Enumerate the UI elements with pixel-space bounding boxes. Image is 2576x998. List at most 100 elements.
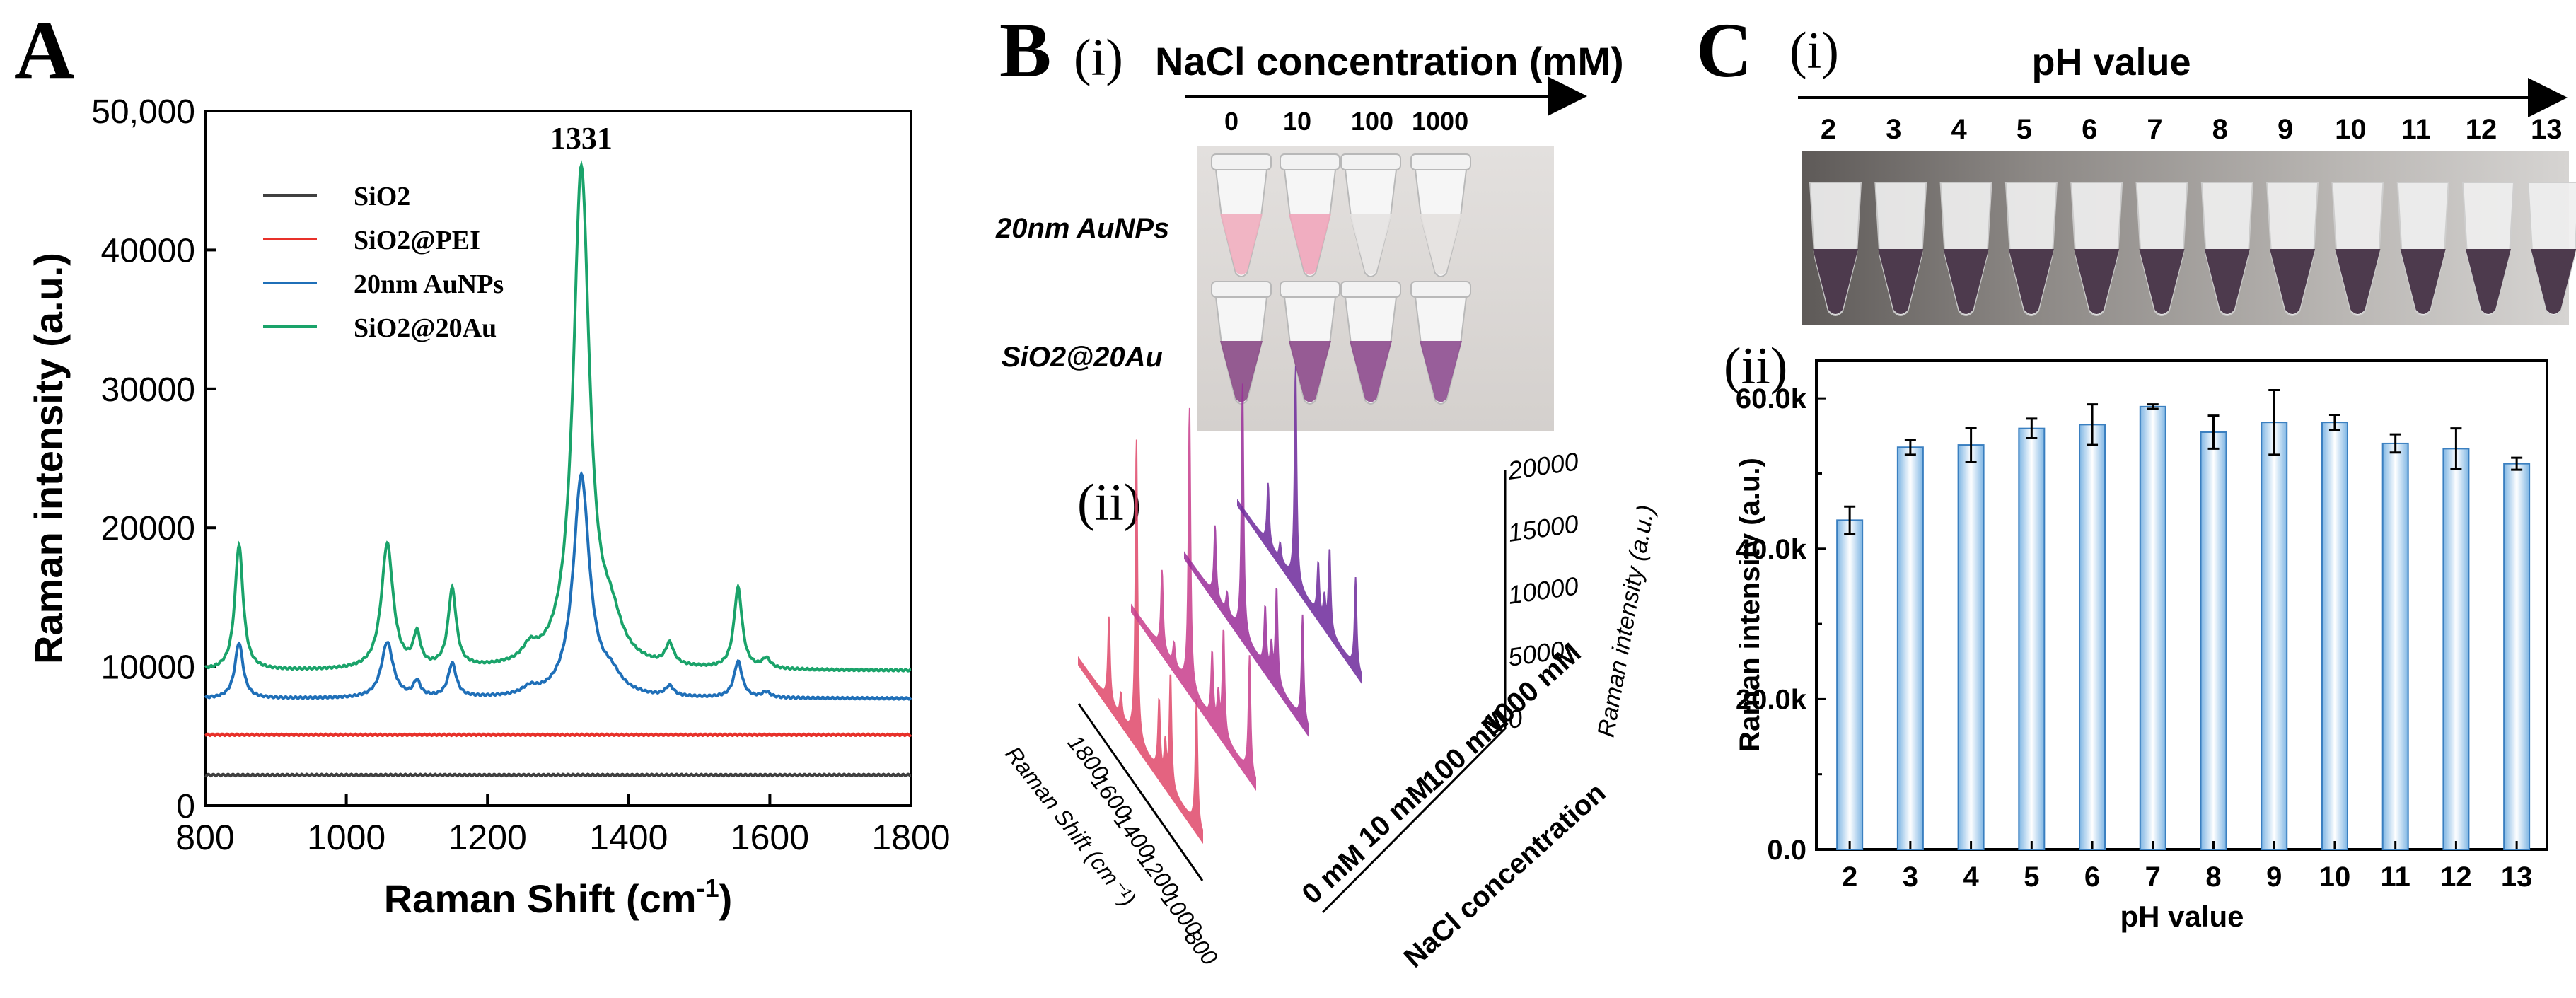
ph-tube-liquid	[2270, 249, 2316, 314]
waterfall-series-2	[1184, 383, 1309, 738]
tube-cap	[1211, 153, 1272, 170]
tube-cap	[1410, 153, 1471, 170]
raman-spectra-chart: 800 1000 1200 1400 1600 1800 0 10000 20000 30000 4…	[26, 93, 951, 921]
bar-ph-5	[2018, 427, 2046, 850]
ph-tube-liquid	[2074, 249, 2120, 314]
panel-c-letter: C	[1696, 7, 1752, 93]
c-x-tick-label: 5	[2024, 861, 2039, 893]
ph-label: 6	[2082, 114, 2097, 145]
bar-ph-8	[2200, 431, 2227, 850]
waterfall-z-tick: 10000	[1506, 571, 1580, 610]
c-x-tick-label: 7	[2145, 861, 2161, 893]
series-line-0	[204, 772, 912, 778]
ph-tube-liquid	[1943, 249, 1989, 314]
tube-cap	[1280, 153, 1340, 170]
bar-ph-6	[2079, 424, 2106, 850]
tube-liquid	[1350, 341, 1392, 402]
y-tick-label: 30000	[101, 371, 195, 409]
ph-tube-liquid	[2400, 249, 2446, 314]
ph-label: 3	[1886, 114, 1901, 145]
tube-liquid	[1289, 214, 1331, 275]
row-label-aunps: 20nm AuNPs	[995, 213, 1169, 244]
c-x-tick-label: 2	[1842, 861, 1857, 893]
ph-label: 4	[1951, 114, 1967, 145]
waterfall-shift-axis	[1077, 703, 1204, 881]
waterfall-y-label: NaCl concentration	[1398, 777, 1612, 974]
concentration-label: 100	[1351, 107, 1393, 136]
ph-tube-liquid	[2139, 249, 2185, 314]
y-tick-label: 0	[176, 788, 195, 825]
tube-cap	[1340, 281, 1401, 298]
nacl-tubes	[1211, 153, 1471, 405]
c-x-tick-label: 10	[2319, 861, 2351, 893]
c-x-tick-label: 12	[2440, 861, 2472, 893]
ph-tube-liquid	[2204, 249, 2250, 314]
y-tick-label: 20000	[101, 510, 195, 547]
ph-label: 13	[2531, 114, 2563, 145]
panel-b-letter: B	[999, 7, 1051, 93]
concentration-label: 0	[1224, 107, 1238, 136]
tube-liquid	[1350, 214, 1392, 275]
y-tick-label: 50,000	[91, 93, 195, 131]
tube-liquid	[1420, 214, 1462, 275]
c-x-tick-label: 3	[1903, 861, 1918, 893]
ph-label: 9	[2278, 114, 2293, 145]
waterfall-conc-axis	[1321, 727, 1507, 914]
waterfall-series-0	[1078, 439, 1203, 845]
bar-ph-13	[2503, 463, 2531, 850]
tube-cap	[1340, 153, 1401, 170]
x-tick-label: 1200	[448, 818, 527, 857]
nacl-title: NaCl concentration (mM)	[1155, 39, 1624, 83]
tube-cap	[1410, 281, 1471, 298]
ph-tube-liquid	[2008, 249, 2054, 314]
waterfall-series-1	[1131, 407, 1256, 791]
series-line-2	[204, 470, 912, 701]
panel-a-letter: A	[14, 4, 74, 96]
panel-c-ii-label: (ii)	[1724, 337, 1787, 395]
c-x-tick-label: 8	[2205, 861, 2221, 893]
y-tick-label: 40000	[101, 232, 195, 269]
waterfall-z-tick: 20000	[1505, 446, 1580, 485]
tube-liquid	[1420, 341, 1462, 402]
bar-ph-10	[2321, 422, 2348, 850]
bar-ph-12	[2442, 448, 2470, 850]
c-y-tick-label: 40.0k	[1736, 534, 1807, 565]
x-tick-label: 1000	[307, 818, 385, 857]
series-line-1	[204, 732, 912, 738]
bar-ph-9	[2261, 422, 2288, 850]
c-y-axis-label: Raman intensity (a.u.)	[1734, 458, 1765, 752]
tube-liquid	[1220, 341, 1263, 402]
bar-ph-11	[2381, 442, 2409, 850]
panel-c-i-label: (i)	[1789, 22, 1839, 80]
ph-label: 8	[2212, 114, 2228, 145]
tube-liquid	[1220, 214, 1263, 275]
concentration-label: 1000	[1412, 107, 1468, 136]
waterfall-z-label: Raman intensity (a.u.)	[1593, 503, 1660, 739]
x-axis-label: Raman Shift (cm-1)	[384, 874, 733, 921]
y-axis-label: Raman intensity (a.u.)	[26, 253, 71, 664]
ph-tube-liquid	[2335, 249, 2381, 314]
c-x-tick-label: 9	[2266, 861, 2282, 893]
ph-label: 7	[2147, 114, 2162, 145]
c-y-tick-label: 0.0	[1767, 835, 1806, 866]
ph-tube-liquid	[2531, 249, 2576, 314]
c-x-tick-label: 13	[2501, 861, 2533, 893]
c-y-tick-label: 60.0k	[1736, 383, 1807, 414]
series-line-3	[204, 160, 912, 673]
bar-ph-4	[1957, 444, 1985, 850]
bar-ph-7	[2139, 405, 2166, 850]
ph-tube-liquid	[2466, 249, 2511, 314]
panel-b-ii-label: (ii)	[1077, 474, 1141, 532]
x-tick-label: 800	[175, 818, 234, 857]
legend-label: SiO2	[354, 182, 410, 211]
ph-title: pH value	[2031, 41, 2191, 83]
ph-bar-chart: 2 3 4 5 6 7 8 9 10 11 12 13 0.0 20.0k 40.0k 60.0k Raman…	[1734, 359, 2548, 933]
ph-label: 5	[2017, 114, 2032, 145]
ph-tubes	[1809, 182, 2576, 316]
x-tick-label: 1400	[589, 818, 668, 857]
waterfall-series-3	[1237, 366, 1362, 685]
waterfall-z-tick: 15000	[1506, 509, 1580, 547]
legend-label: SiO2@PEI	[354, 226, 480, 255]
x-tick-label: 1800	[871, 818, 950, 857]
